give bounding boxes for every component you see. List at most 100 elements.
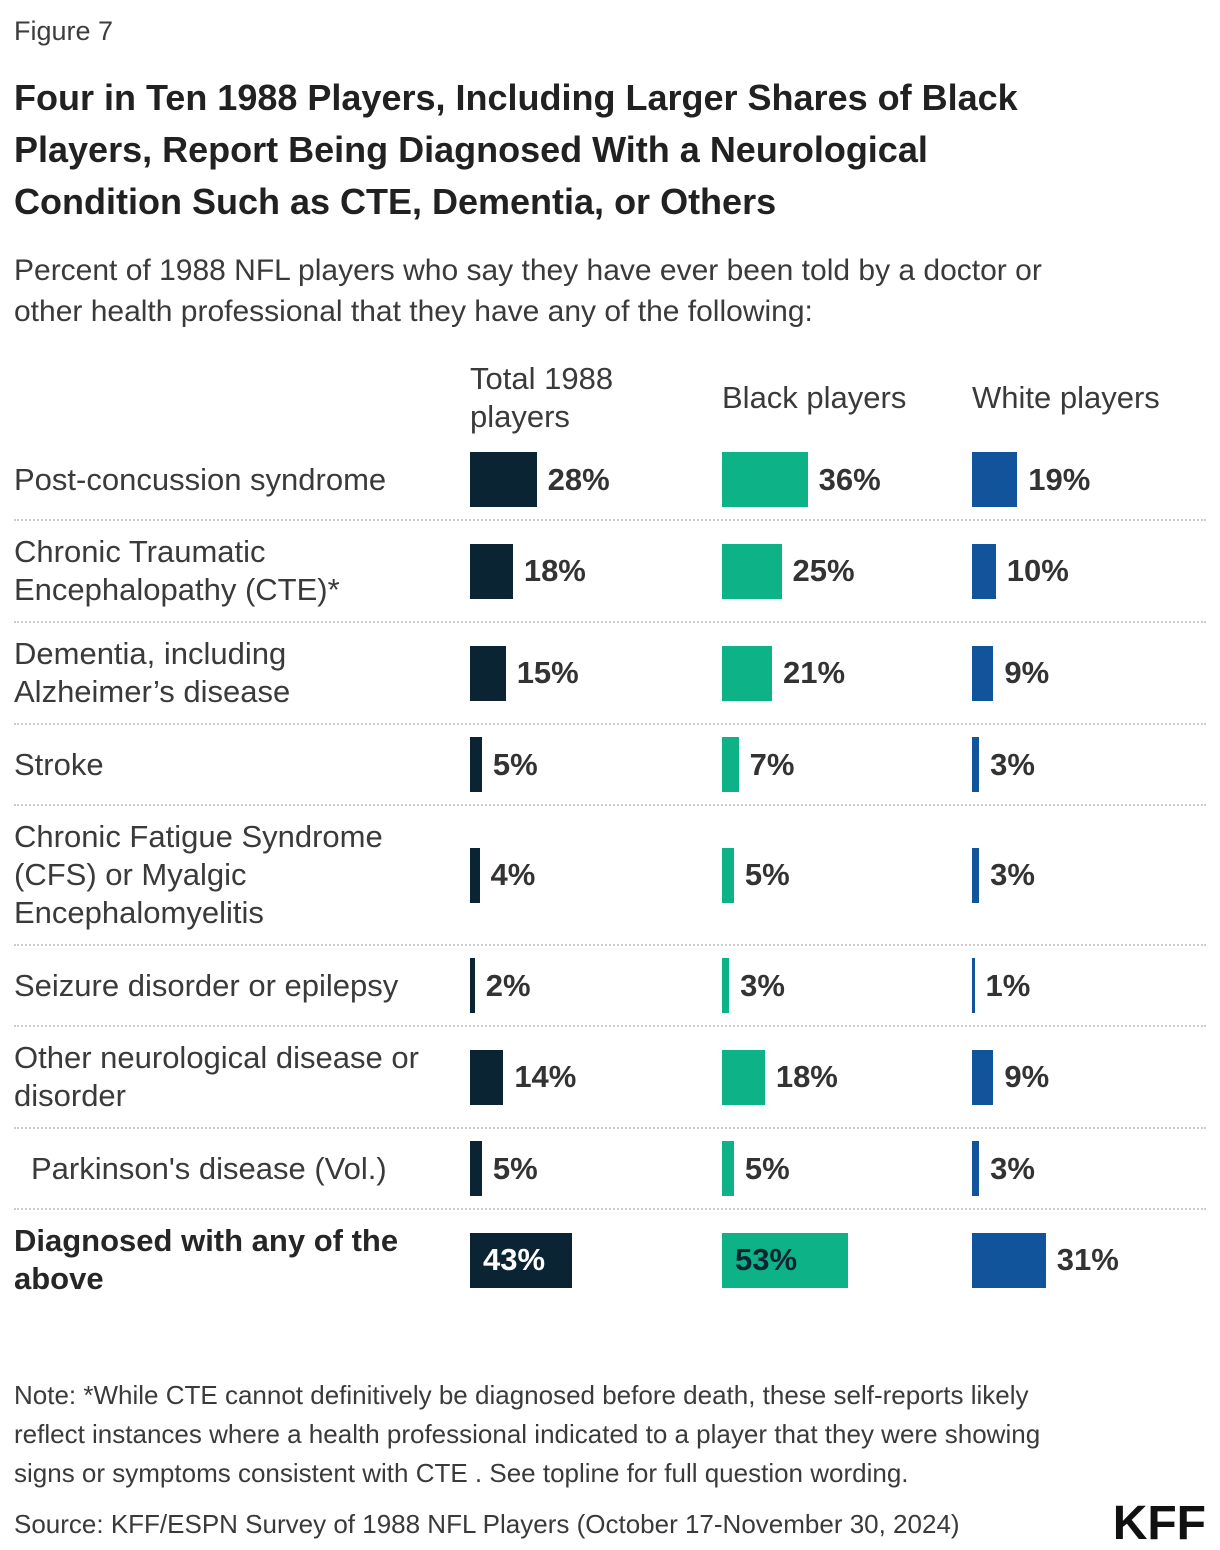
bar-black: 53%	[722, 1232, 849, 1288]
bar-cell-white: 31%	[972, 1232, 1206, 1288]
chart-row: Other neurological disease or disorder 14…	[14, 1027, 1206, 1129]
bar-white	[972, 1141, 980, 1196]
bar-cell-black: 3%	[722, 958, 972, 1013]
bar-cell-black: 18%	[722, 1049, 972, 1105]
bar-black	[722, 645, 772, 701]
value-label: 25%	[792, 553, 855, 588]
bar-total	[470, 737, 482, 792]
bar-cell-white: 9%	[972, 1049, 1206, 1105]
bar-white	[972, 645, 994, 701]
bar-cell-total: 5%	[470, 1141, 722, 1196]
bar-cell-black: 7%	[722, 737, 972, 792]
bar-cell-total: 4%	[470, 847, 722, 903]
condition-label: Other neurological disease or disorder	[14, 1040, 419, 1113]
bar-cell-black: 5%	[722, 847, 972, 903]
value-label: 18%	[523, 553, 586, 588]
chart-row: Stroke 5% 7% 3%	[14, 725, 1206, 806]
chart-row: Seizure disorder or epilepsy 2% 3% 1%	[14, 946, 1206, 1027]
condition-label: Stroke	[14, 746, 104, 782]
bar-black	[722, 737, 739, 792]
bar-cell-white: 3%	[972, 737, 1206, 792]
footnote: Note: *While CTE cannot definitively be …	[14, 1380, 1041, 1488]
bar-cell-total: 28%	[470, 452, 722, 507]
condition-label: Post-concussion syndrome	[14, 461, 387, 497]
bar-white	[972, 1049, 994, 1105]
bar-cell-white: 19%	[972, 452, 1206, 507]
kff-logo: KFF	[1112, 1497, 1206, 1550]
value-label: 5%	[492, 746, 538, 782]
value-label: 28%	[547, 461, 610, 497]
bar-black	[722, 543, 782, 599]
bar-cell-white: 3%	[972, 1141, 1206, 1196]
value-label: 15%	[516, 655, 579, 690]
chart-row: Diagnosed with any of the above 43% 53% 31%	[14, 1210, 1206, 1310]
value-label: 31%	[1056, 1242, 1119, 1277]
chart-row: Chronic Fatigue Syndrome (CFS) or Myalgi…	[14, 806, 1206, 946]
bar-black	[722, 958, 730, 1013]
value-label: 19%	[1028, 461, 1091, 497]
bar-cell-total: 43%	[470, 1232, 722, 1288]
column-headers: Total 1988 players Black players White p…	[14, 360, 1206, 436]
value-label: 14%	[514, 1059, 577, 1094]
bar-cell-black: 36%	[722, 452, 972, 507]
value-label: 53%	[735, 1242, 798, 1277]
value-label: 43%	[483, 1242, 546, 1277]
value-label: 3%	[990, 1150, 1035, 1186]
condition-label: Seizure disorder or epilepsy	[14, 967, 399, 1003]
source-text: Source: KFF/ESPN Survey of 1988 NFL Play…	[14, 1509, 960, 1539]
bar-total: 43%	[470, 1232, 573, 1288]
value-label: 5%	[744, 857, 790, 892]
bar-white	[972, 958, 975, 1013]
bar-black	[722, 452, 808, 507]
value-label: 36%	[818, 461, 881, 497]
value-label: 7%	[749, 746, 795, 782]
value-label: 4%	[490, 857, 536, 892]
bar-white	[972, 847, 980, 903]
bar-total	[470, 543, 513, 599]
condition-label: Dementia, including Alzheimer’s disease	[14, 636, 291, 709]
value-label: 3%	[740, 967, 785, 1003]
value-label: 10%	[1006, 553, 1069, 588]
bar-cell-total: 14%	[470, 1049, 722, 1105]
bar-cell-white: 3%	[972, 847, 1206, 903]
bar-cell-black: 53%	[722, 1232, 972, 1288]
value-label: 9%	[1004, 655, 1050, 690]
bar-cell-black: 5%	[722, 1141, 972, 1196]
value-label: 2%	[485, 967, 531, 1003]
chart-row: Chronic Traumatic Encephalopathy (CTE)* 1…	[14, 521, 1206, 623]
bar-black	[722, 1141, 734, 1196]
chart-title: Four in Ten 1988 Players, Including Larg…	[14, 77, 1018, 222]
bar-total	[470, 847, 480, 903]
value-label: 21%	[782, 655, 846, 690]
bar-white	[972, 543, 996, 599]
bar-cell-white: 1%	[972, 958, 1206, 1013]
value-label: 18%	[775, 1059, 838, 1094]
chart-subtitle: Percent of 1988 NFL players who say they…	[14, 254, 1042, 328]
bar-cell-black: 25%	[722, 543, 972, 599]
value-label: 3%	[990, 746, 1035, 782]
bar-total	[470, 1049, 504, 1105]
column-header-total: Total 1988 players	[470, 361, 614, 434]
bar-cell-white: 9%	[972, 645, 1206, 701]
bar-white	[972, 1232, 1046, 1288]
bar-white	[972, 452, 1018, 507]
condition-label: Parkinson's disease (Vol.)	[31, 1150, 387, 1186]
chart-rows: Post-concussion syndrome 28% 36% 19% Chronic…	[14, 440, 1206, 1310]
bar-cell-total: 5%	[470, 737, 722, 792]
source-row: Source: KFF/ESPN Survey of 1988 NFL Play…	[14, 1497, 1206, 1550]
chart-row: Parkinson's disease (Vol.) 5% 5% 3%	[14, 1129, 1206, 1210]
bar-black	[722, 1049, 765, 1105]
figure-label: Figure 7	[14, 16, 114, 46]
bar-cell-white: 10%	[972, 543, 1206, 599]
bar-cell-total: 18%	[470, 543, 722, 599]
chart-row: Post-concussion syndrome 28% 36% 19%	[14, 440, 1206, 521]
value-label: 5%	[492, 1150, 538, 1186]
value-label: 1%	[985, 967, 1031, 1003]
value-label: 3%	[990, 857, 1035, 892]
bar-total	[470, 1141, 482, 1196]
bar-total	[470, 958, 475, 1013]
condition-label: Chronic Fatigue Syndrome (CFS) or Myalgi…	[14, 819, 383, 930]
condition-label: Diagnosed with any of the above	[14, 1223, 399, 1296]
column-header-white-players: White players	[972, 380, 1160, 415]
